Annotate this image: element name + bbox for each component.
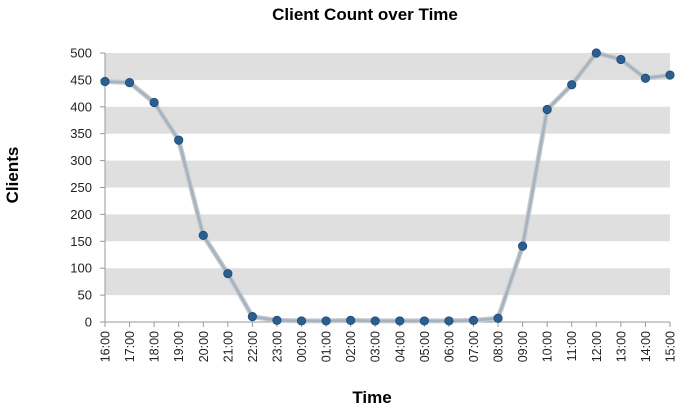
x-tick-label: 10:00: [541, 331, 555, 362]
x-tick-label: 11:00: [565, 331, 579, 361]
y-axis-title: Clients: [3, 147, 22, 204]
x-tick-label: 15:00: [664, 331, 678, 362]
data-point: [321, 316, 331, 326]
y-tick-label: 50: [78, 288, 92, 303]
data-point: [468, 315, 479, 325]
data-point: [296, 316, 307, 326]
y-tick-label: 250: [70, 180, 92, 195]
x-tick-label: 23:00: [270, 331, 284, 362]
x-axis-title: Time: [352, 388, 391, 407]
data-point: [247, 312, 257, 322]
y-tick-label: 450: [70, 72, 92, 87]
x-tick-label: 06:00: [442, 331, 456, 362]
y-tick-label: 100: [70, 261, 92, 276]
x-tick-label: 04:00: [393, 331, 407, 362]
data-point: [493, 313, 503, 323]
x-tick-label: 00:00: [295, 331, 309, 362]
chart-title: Client Count over Time: [272, 5, 458, 24]
x-tick-label: 13:00: [614, 331, 628, 362]
data-point: [591, 48, 601, 58]
data-point: [198, 230, 208, 240]
x-tick-label: 01:00: [320, 331, 334, 362]
x-tick-label: 08:00: [492, 331, 506, 362]
x-tick-label: 18:00: [148, 331, 162, 362]
grid-band: [105, 268, 670, 296]
x-tick-label: 22:00: [246, 331, 260, 362]
data-point: [370, 316, 380, 326]
data-point: [124, 77, 135, 88]
x-tick-label: 14:00: [639, 331, 653, 362]
data-point: [640, 73, 651, 83]
x-tick-label: 20:00: [197, 331, 211, 362]
data-point: [395, 316, 405, 326]
x-tick-label: 16:00: [99, 331, 113, 362]
x-axis-ticks: 16:00 17:00 18:00 19:00 20:00 21:00 22:00 23:00…: [99, 322, 678, 362]
grid-bands: [105, 53, 670, 296]
grid-band: [105, 106, 670, 134]
grid-band: [105, 160, 670, 188]
y-tick-label: 300: [70, 153, 92, 168]
data-point: [174, 135, 184, 145]
data-point: [149, 97, 159, 108]
data-point: [616, 54, 626, 65]
data-point: [272, 315, 282, 325]
data-point: [665, 70, 675, 80]
x-tick-label: 19:00: [172, 331, 186, 362]
y-tick-label: 350: [70, 126, 92, 141]
x-tick-label: 21:00: [221, 331, 235, 362]
data-point: [419, 316, 429, 326]
data-point: [542, 104, 552, 115]
y-tick-label: 0: [85, 315, 92, 330]
series-layer: [100, 48, 675, 326]
data-point: [100, 76, 110, 87]
y-axis-ticks: 0 50 100 150 200 250 300 350 400 450 500: [70, 46, 105, 330]
x-tick-label: 05:00: [418, 331, 432, 362]
y-tick-label: 200: [70, 207, 92, 222]
x-tick-label: 12:00: [590, 331, 604, 362]
y-tick-label: 150: [70, 234, 92, 249]
data-point: [518, 241, 528, 251]
data-point: [346, 315, 356, 325]
x-tick-label: 03:00: [369, 331, 383, 362]
grid-band: [105, 214, 670, 242]
data-point: [567, 80, 577, 90]
x-tick-label: 02:00: [344, 331, 358, 362]
data-point: [444, 316, 454, 326]
x-tick-label: 09:00: [516, 331, 530, 362]
x-tick-label: 17:00: [123, 331, 137, 362]
y-tick-label: 500: [70, 46, 92, 61]
x-tick-label: 07:00: [467, 331, 481, 362]
series-line: [103, 51, 672, 323]
y-tick-label: 400: [70, 99, 92, 114]
data-point: [223, 268, 233, 279]
